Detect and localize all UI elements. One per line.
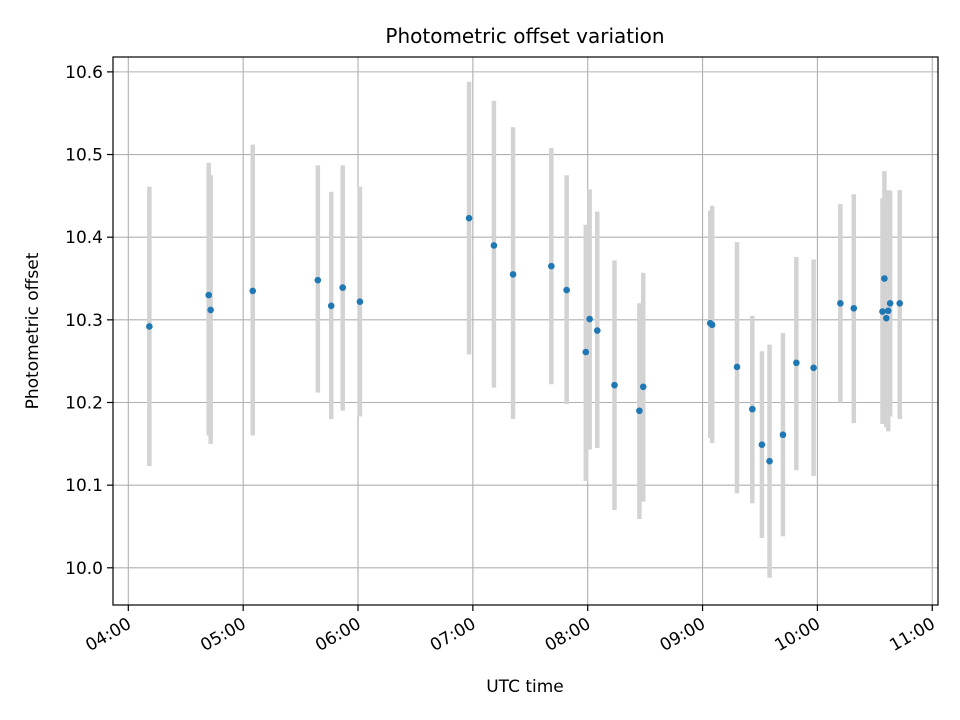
data-point <box>758 441 766 448</box>
data-point <box>205 291 213 299</box>
data-point <box>314 276 322 284</box>
y-tick-label: 10.3 <box>65 311 103 331</box>
data-point <box>548 262 555 270</box>
data-points <box>146 214 904 465</box>
data-point <box>339 284 346 291</box>
data-point <box>779 431 787 439</box>
plot-frame <box>112 56 939 606</box>
y-tick-label: 10.0 <box>65 559 103 579</box>
y-tick-label: 10.4 <box>65 228 103 248</box>
data-point <box>793 359 800 367</box>
data-point <box>708 321 716 329</box>
data-point <box>586 315 593 323</box>
data-point <box>749 405 756 413</box>
data-point <box>879 308 886 315</box>
y-axis-ticks: 10.0 10.1 10.2 10.3 10.4 10.5 10.6 <box>65 63 113 579</box>
data-point <box>465 214 473 222</box>
data-point <box>611 381 618 389</box>
data-point <box>593 327 601 334</box>
data-point <box>639 383 647 391</box>
data-point <box>356 298 364 305</box>
y-tick-label: 10.2 <box>65 393 103 413</box>
x-axis-label: UTC time <box>486 677 564 697</box>
data-point <box>249 287 257 295</box>
data-point <box>563 286 570 294</box>
data-point <box>884 307 892 315</box>
data-point <box>766 457 773 465</box>
data-point <box>733 363 741 371</box>
data-point <box>881 275 888 282</box>
data-point <box>490 242 498 249</box>
data-point <box>509 271 517 278</box>
data-point <box>636 407 643 415</box>
data-point <box>886 300 894 307</box>
data-point <box>146 323 153 330</box>
data-point <box>837 300 844 307</box>
y-tick-label: 10.1 <box>65 476 103 496</box>
data-point <box>327 302 335 310</box>
chart-title: Photometric offset variation <box>385 24 664 48</box>
y-tick-label: 10.6 <box>65 63 103 83</box>
data-point <box>850 304 858 312</box>
data-point <box>582 348 590 356</box>
data-point <box>883 314 890 322</box>
data-point <box>810 364 817 372</box>
y-tick-label: 10.5 <box>65 146 103 166</box>
y-axis-label: Photometric offset <box>23 252 43 409</box>
data-point <box>896 300 904 307</box>
data-point <box>207 306 214 314</box>
